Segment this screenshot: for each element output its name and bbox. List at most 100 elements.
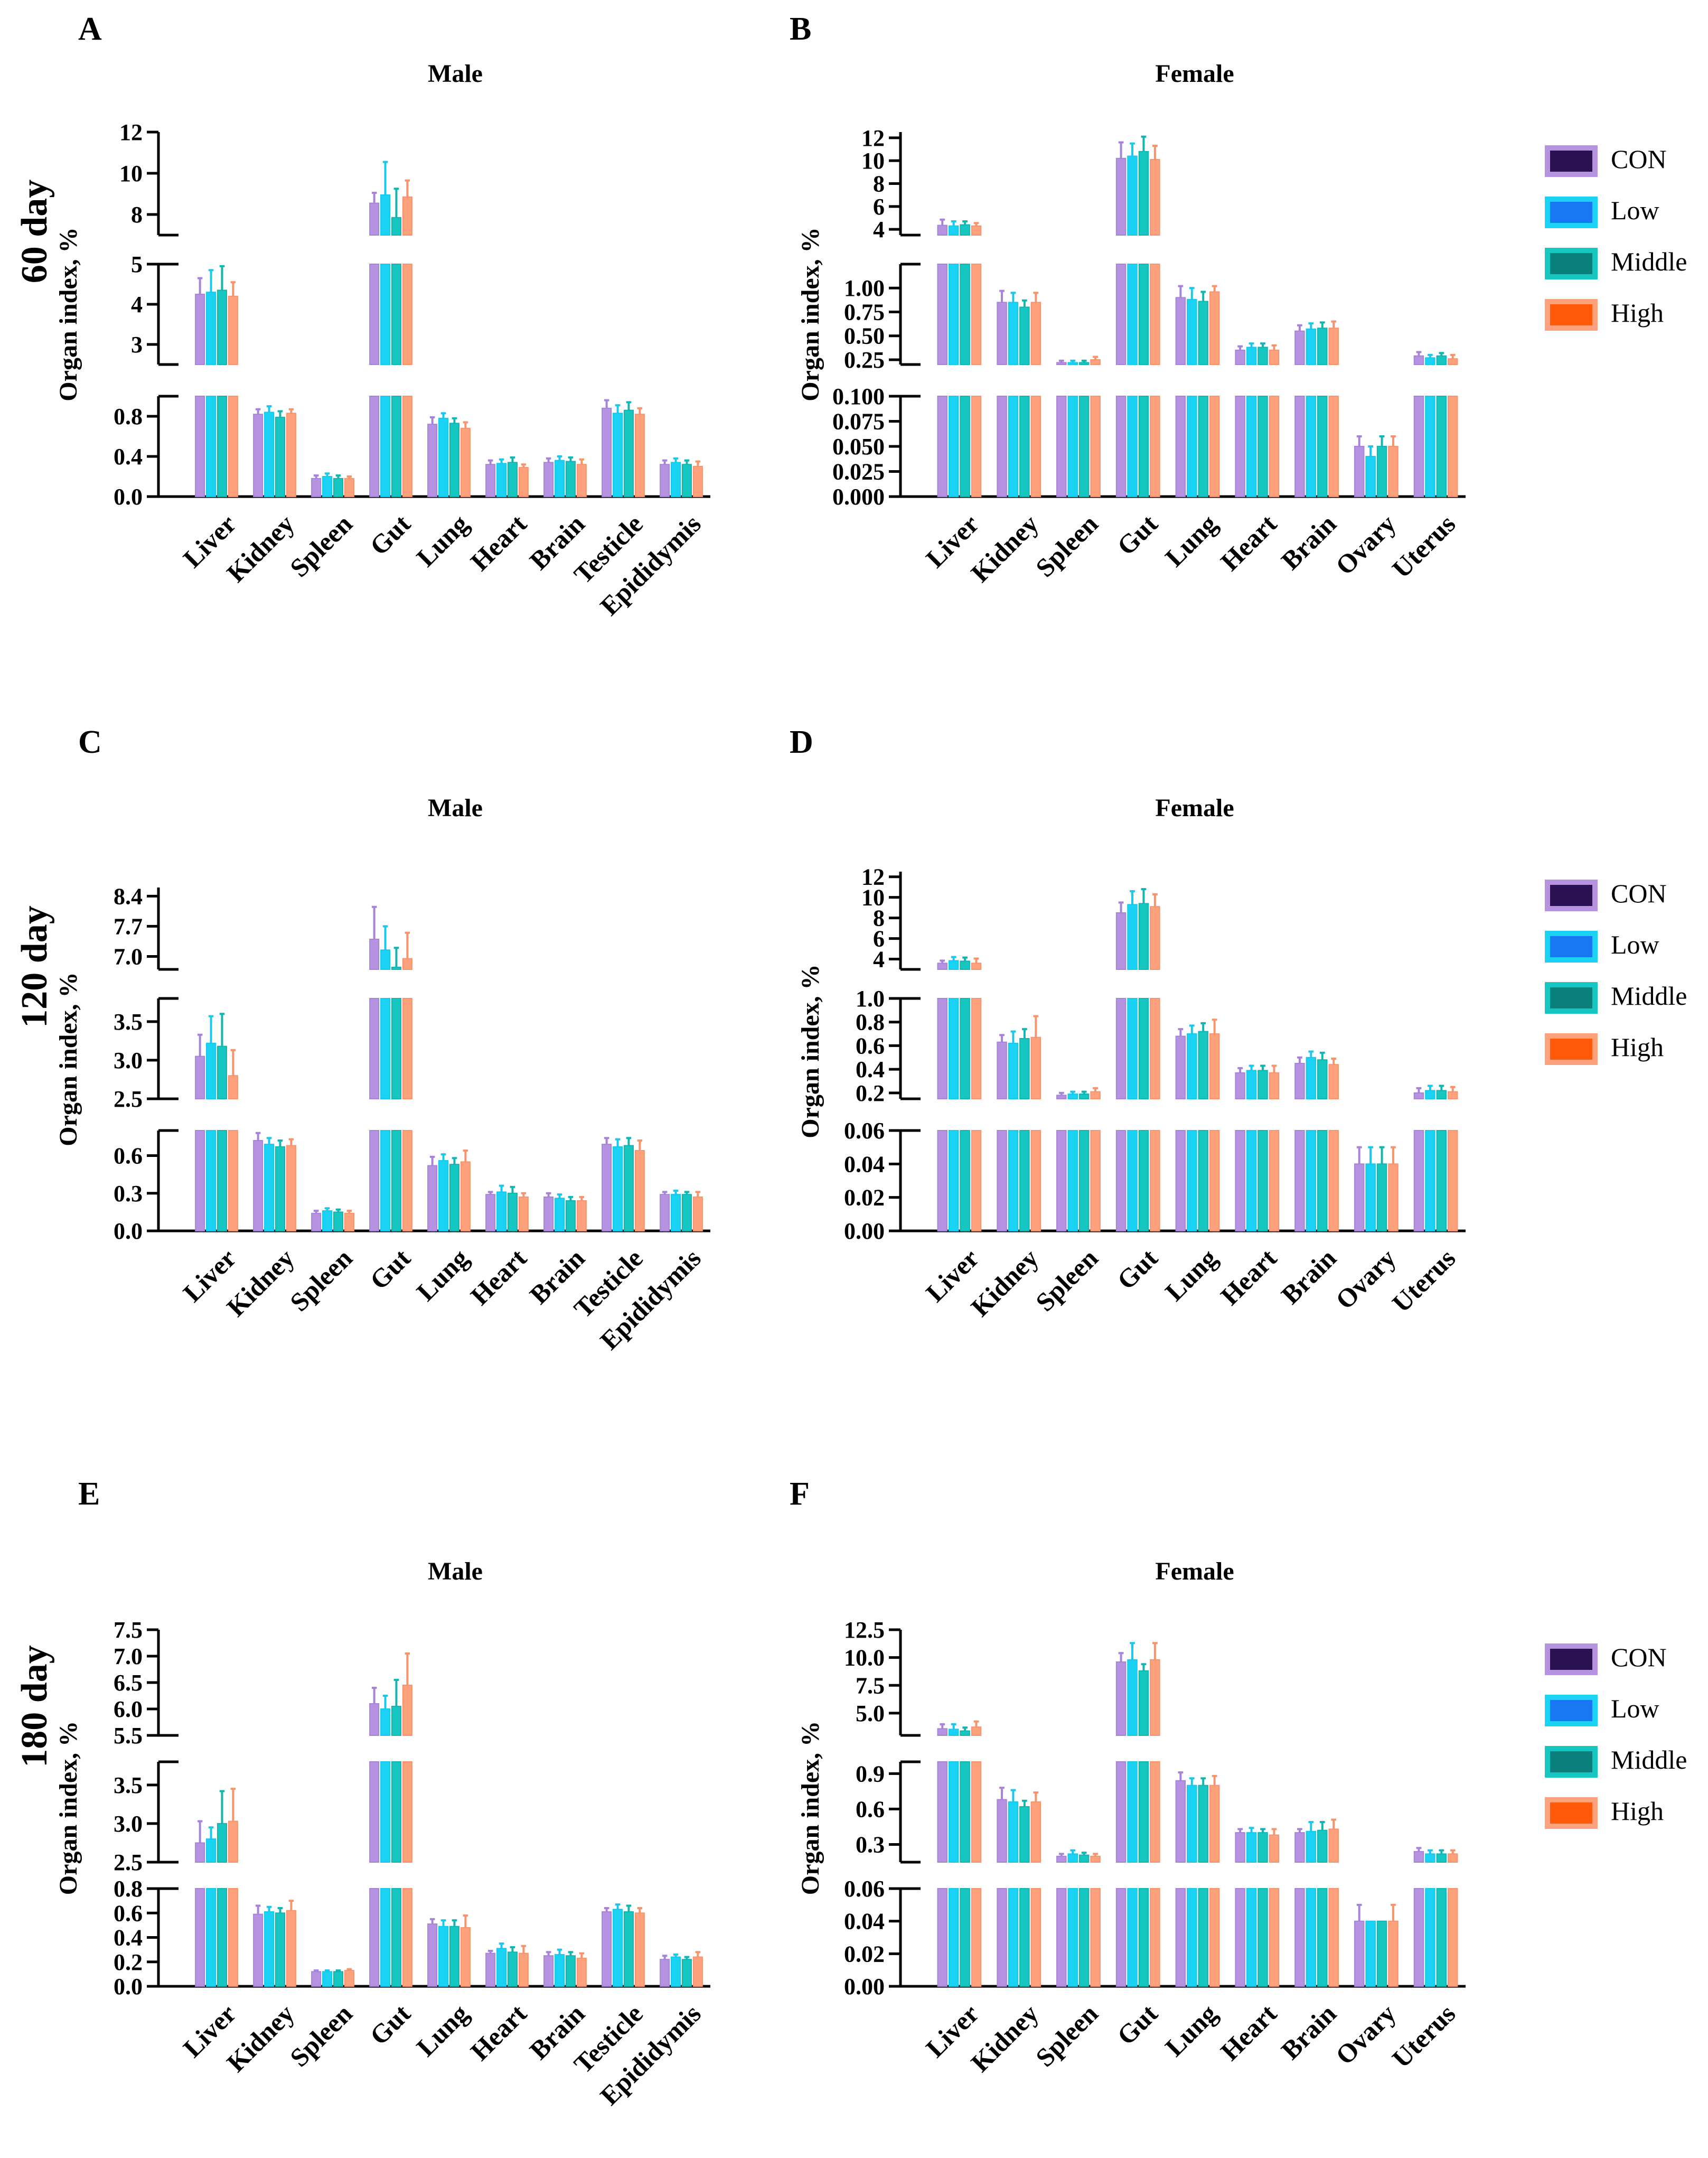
- legend-swatch-middle: [1545, 1746, 1598, 1778]
- bar-brain-con: [543, 457, 554, 498]
- bar-segment: [1008, 396, 1019, 497]
- bar-segment: [460, 1927, 471, 1987]
- bar-ovary-middle: [1376, 1146, 1387, 1231]
- bar-segment: [1090, 359, 1101, 366]
- bar-segment: [937, 963, 947, 970]
- bar-segment: [1127, 396, 1138, 497]
- bar-segment: [602, 1911, 612, 1987]
- bar-segment: [1328, 396, 1339, 497]
- bar-lung-high: [1209, 1774, 1220, 1987]
- bar-segment: [1090, 1855, 1101, 1863]
- y-tick-label: 0.000: [832, 484, 885, 510]
- bar-segment: [1175, 1130, 1186, 1231]
- bar-segment: [997, 1130, 1007, 1231]
- y-tick-label: 0.4: [114, 444, 143, 470]
- bar-segment: [485, 1194, 496, 1231]
- bar-segment: [576, 1200, 587, 1231]
- bar-lung-low: [438, 412, 449, 497]
- bar-heart-con: [1235, 1828, 1245, 1987]
- legend-label-low: Low: [1611, 195, 1659, 225]
- bar-spleen-con: [1056, 1853, 1067, 1987]
- bar-lung-middle: [449, 1919, 459, 1987]
- bar-segment: [1209, 291, 1220, 365]
- bar-segment: [543, 1196, 554, 1231]
- y-tick-label: 0.02: [844, 1941, 885, 1967]
- bar-kidney-middle: [1019, 299, 1030, 497]
- bar-segment: [485, 464, 496, 498]
- legend-row-1: CON Low Middle High: [1545, 144, 1687, 331]
- row-label-120-day: 120 day: [14, 905, 55, 1027]
- bar-spleen-middle: [1078, 1852, 1090, 1987]
- bar-uterus-high: [1448, 353, 1458, 497]
- bar-segment: [565, 1200, 576, 1231]
- bar-segment: [1138, 151, 1149, 236]
- bar-segment: [1235, 349, 1245, 365]
- legend-label-middle: Middle: [1611, 247, 1687, 276]
- bar-testicle-high: [634, 1907, 645, 1987]
- bar-gut-high: [1150, 893, 1160, 1231]
- bar-segment: [228, 1075, 238, 1099]
- bar-segment: [960, 1888, 970, 1987]
- bar-segment: [948, 1888, 959, 1987]
- bar-heart-high: [518, 1192, 529, 1231]
- bar-kidney-con: [253, 1904, 264, 1987]
- bar-lung-low: [438, 1919, 449, 1987]
- bar-segment: [1175, 1780, 1186, 1863]
- bar-lung-middle: [449, 1157, 459, 1231]
- bar-segment: [380, 396, 391, 497]
- bar-spleen-middle: [333, 1208, 343, 1231]
- bar-brain-middle: [1317, 1051, 1328, 1231]
- bar-segment: [1056, 1855, 1067, 1863]
- bar-heart-middle: [1257, 1064, 1268, 1231]
- y-tick-label: 0.0: [114, 1974, 143, 2000]
- bar-segment: [322, 1971, 333, 1987]
- bar-segment: [1328, 1064, 1339, 1100]
- bar-segment: [460, 427, 471, 497]
- bar-segment: [1090, 1888, 1101, 1987]
- bar-liver-middle: [960, 1726, 970, 1987]
- bar-segment: [195, 1842, 205, 1863]
- bar-segment: [1269, 1130, 1280, 1231]
- bar-segment: [1127, 998, 1138, 1099]
- bar-lung-high: [1209, 1019, 1220, 1231]
- bar-segment: [195, 1130, 205, 1231]
- bar-segment: [1294, 1062, 1305, 1099]
- bar-lung-low: [438, 1153, 449, 1231]
- bar-spleen-low: [322, 1969, 333, 1987]
- panel-title-b: Female: [1155, 60, 1234, 88]
- bar-ovary-low: [1365, 445, 1376, 497]
- bar-segment: [1436, 1853, 1447, 1863]
- y-tick-label: 8: [873, 171, 885, 197]
- y-axis-title: Organ index, %: [796, 1721, 824, 1895]
- bar-segment: [449, 423, 459, 497]
- bar-gut-low: [1127, 1642, 1138, 1987]
- bar-brain-con: [1294, 324, 1305, 497]
- bar-ovary-low: [1365, 1920, 1376, 1987]
- bar-segment: [1269, 349, 1280, 365]
- bar-segment: [1127, 904, 1138, 970]
- bar-segment: [1008, 1801, 1019, 1863]
- y-tick-label: 7.7: [114, 913, 143, 939]
- bar-segment: [438, 1926, 449, 1987]
- bar-segment: [960, 264, 970, 365]
- bar-gut-middle: [391, 1679, 401, 1987]
- bar-segment: [1269, 396, 1280, 497]
- bar-segment: [333, 478, 343, 497]
- bar-segment: [634, 414, 645, 498]
- panel-title-e: Male: [428, 1557, 483, 1585]
- bar-gut-middle: [1138, 1663, 1149, 1987]
- bar-liver-low: [206, 1015, 217, 1231]
- bar-segment: [681, 464, 692, 498]
- bar-kidney-high: [1030, 1015, 1041, 1231]
- bar-segment: [1019, 1038, 1030, 1099]
- bar-segment: [485, 1953, 496, 1987]
- bar-segment: [1019, 1130, 1030, 1231]
- bar-testicle-high: [634, 1139, 645, 1231]
- bar-segment: [1067, 1130, 1078, 1231]
- bar-heart-high: [518, 1945, 529, 1987]
- bar-segment: [1425, 1888, 1435, 1987]
- bar-segment: [1269, 1072, 1280, 1099]
- bar-segment: [971, 264, 982, 365]
- bar-segment: [1198, 1888, 1208, 1987]
- panel-letter-c: C: [78, 724, 102, 760]
